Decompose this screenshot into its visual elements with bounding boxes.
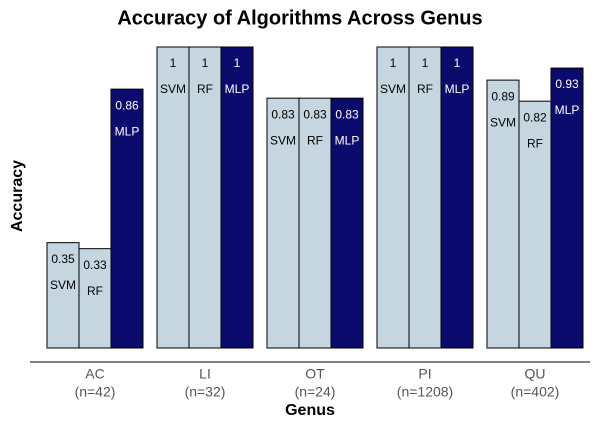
series-label: MLP	[225, 82, 250, 96]
x-tick-label: QU	[525, 366, 546, 382]
x-tick-sublabel: (n=42)	[75, 384, 116, 400]
bar	[440, 46, 474, 349]
bar	[78, 248, 112, 349]
value-label: 1	[390, 56, 397, 70]
x-tick-label: LI	[199, 366, 211, 382]
x-axis-label: Genus	[285, 402, 335, 419]
value-label: 1	[422, 56, 429, 70]
bar	[550, 67, 584, 349]
chart-title: Accuracy of Algorithms Across Genus	[117, 7, 482, 29]
bar	[220, 46, 254, 349]
x-tick-sublabel: (n=24)	[295, 384, 336, 400]
series-label: RF	[527, 136, 543, 150]
series-label: SVM	[50, 278, 76, 292]
series-label: RF	[87, 284, 103, 298]
value-label: 0.83	[335, 107, 359, 121]
value-label: 0.83	[303, 107, 327, 121]
bar	[110, 88, 144, 349]
series-label: RF	[417, 82, 433, 96]
bar	[518, 100, 552, 349]
bar	[330, 97, 364, 349]
x-tick-label: AC	[85, 366, 104, 382]
bar	[486, 79, 520, 349]
series-label: SVM	[380, 82, 406, 96]
value-label: 1	[170, 56, 177, 70]
value-label: 0.86	[115, 98, 139, 112]
series-label: MLP	[335, 133, 360, 147]
series-label: RF	[197, 82, 213, 96]
series-label: MLP	[555, 103, 580, 117]
value-label: 1	[234, 56, 241, 70]
bar	[376, 46, 410, 349]
x-tick-sublabel: (n=32)	[185, 384, 226, 400]
value-label: 0.82	[523, 110, 547, 124]
x-tick-label: OT	[305, 366, 325, 382]
value-label: 0.33	[83, 258, 107, 272]
value-label: 0.83	[271, 107, 295, 121]
series-label: RF	[307, 133, 323, 147]
y-axis-label: Accuracy	[9, 160, 26, 232]
value-label: 1	[454, 56, 461, 70]
series-label: SVM	[160, 82, 186, 96]
x-tick-sublabel: (n=1208)	[397, 384, 453, 400]
value-label: 0.35	[51, 252, 75, 266]
value-label: 0.89	[491, 89, 515, 103]
series-label: MLP	[445, 82, 470, 96]
value-label: 0.93	[555, 77, 579, 91]
value-label: 1	[202, 56, 209, 70]
x-tick-label: PI	[418, 366, 431, 382]
x-tick-sublabel: (n=402)	[511, 384, 560, 400]
series-label: MLP	[115, 124, 140, 138]
series-label: SVM	[490, 115, 516, 129]
series-label: SVM	[270, 133, 296, 147]
bar	[408, 46, 442, 349]
